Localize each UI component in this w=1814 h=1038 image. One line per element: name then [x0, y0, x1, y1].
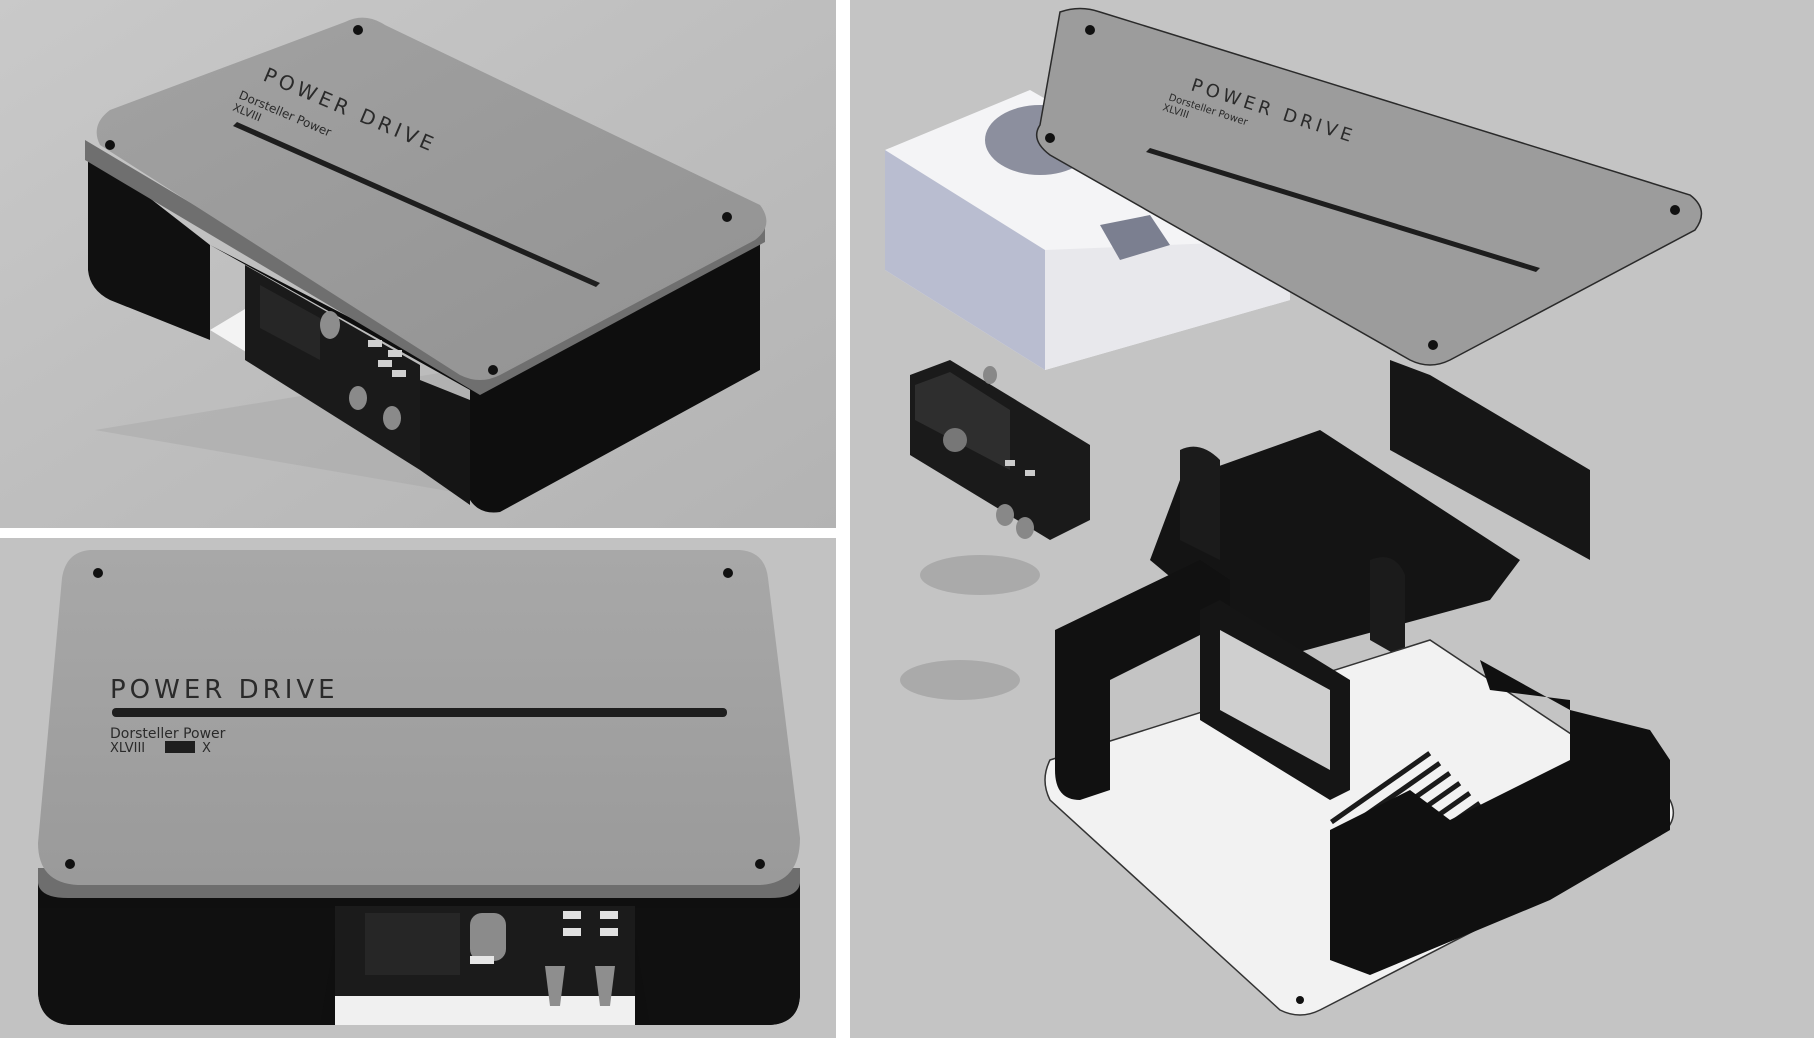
- button-3: [563, 928, 581, 936]
- button-2: [600, 911, 618, 919]
- rotary-knob: [320, 311, 340, 339]
- lid-slot: [112, 708, 727, 717]
- model-suffix: X: [202, 741, 211, 756]
- subtitle-text: Dorsteller Power: [110, 726, 226, 742]
- display-screen: [915, 372, 1010, 470]
- enclosure-right-wall: [1330, 660, 1670, 975]
- isometric-render: POWER DRIVE Dorsteller Power XLVIII: [0, 0, 836, 528]
- front-view-panel: POWER DRIVE Dorsteller Power XLVIII X: [0, 538, 836, 1038]
- enclosure-left-wall: [1055, 560, 1230, 800]
- isometric-view-panel: POWER DRIVE Dorsteller Power XLVIII: [0, 0, 836, 528]
- display-screen: [260, 285, 320, 360]
- button-4: [600, 928, 618, 936]
- lid-slot: [233, 122, 600, 287]
- exploded-view-panel: POWER DRIVE Dorsteller Power XLVIII: [850, 0, 1814, 1038]
- rear-wall: [1390, 360, 1590, 560]
- lid: [38, 550, 800, 885]
- connector-1: [996, 504, 1014, 526]
- display-screen: [365, 913, 460, 975]
- brand-logo: POWER DRIVE: [110, 675, 339, 705]
- connector-2: [383, 406, 401, 430]
- lid-slot: [1146, 148, 1540, 272]
- mounting-bracket: [1150, 430, 1520, 660]
- connector-1: [545, 966, 565, 1006]
- enclosure-left: [88, 150, 210, 340]
- lid: [96, 17, 767, 381]
- rotary-knob: [943, 428, 967, 452]
- front-render: POWER DRIVE Dorsteller Power XLVIII X: [0, 538, 836, 1038]
- connector-1: [349, 386, 367, 410]
- exploded-render: POWER DRIVE Dorsteller Power XLVIII: [850, 0, 1814, 1038]
- enclosure-front: [210, 230, 760, 513]
- button-1: [563, 911, 581, 919]
- connector-2: [595, 966, 615, 1006]
- connector-2: [1016, 517, 1034, 539]
- rotary-knob: [470, 913, 506, 961]
- model-prefix: XLVIII: [110, 741, 145, 756]
- lid: [1035, 7, 1703, 366]
- model-badge: [165, 741, 195, 753]
